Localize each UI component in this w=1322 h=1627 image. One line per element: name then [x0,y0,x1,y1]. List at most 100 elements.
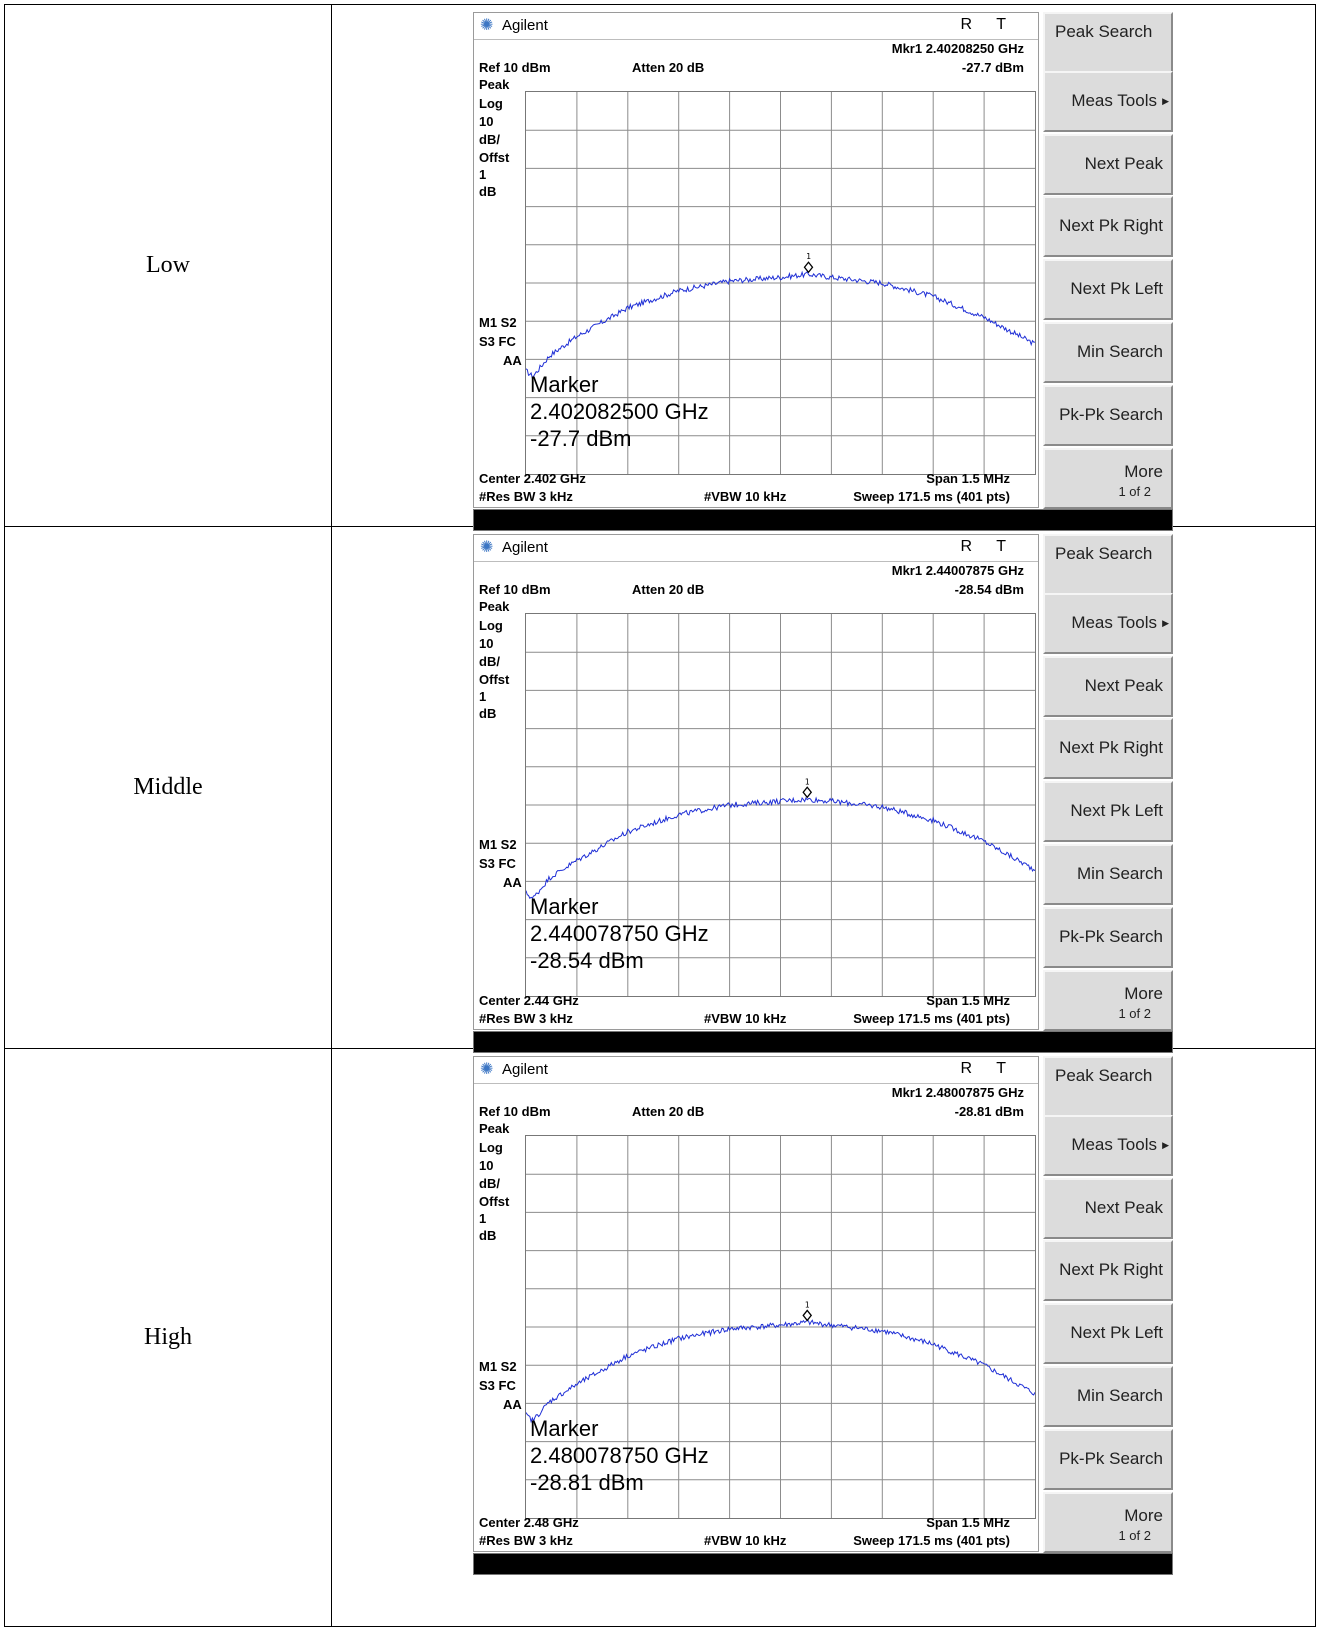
softkey-next-peak[interactable]: Next Peak [1043,1178,1173,1239]
softkey-label: Pk-Pk Search [1059,405,1163,424]
softkey-label: Meas Tools [1071,613,1157,632]
trace-status-line: S3 FC [479,856,516,871]
scale-line: 1 [479,167,487,182]
trace-status-line: S3 FC [479,334,516,349]
agilent-logo-icon: ✺ [480,539,494,556]
softkey-peak-search[interactable]: Peak Search [1043,534,1173,595]
softkey-meas-tools[interactable]: Meas Tools ▶ [1043,71,1173,132]
marker-level: -28.81 dBm [530,1470,644,1495]
spectrum-trace [526,796,1035,899]
brand-name: Agilent [502,1061,548,1078]
ref-level: Ref 10 dBm [479,1104,551,1119]
softkey-peak-search[interactable]: Peak Search [1043,1056,1173,1117]
analyzer-screen: ✺ Agilent R T Mkr1 2.40208250 GHz -27.7 … [473,12,1039,508]
agilent-logo-icon: ✺ [480,1061,494,1078]
scale-settings: Peak Log 10 dB/ Offst 1 dB [479,597,509,722]
resolution-bandwidth: #Res BW 3 kHz [479,1011,573,1026]
softkey-label: Next Pk Right [1059,738,1163,757]
attenuation: Atten 20 dB [632,60,705,75]
softkey-label: Next Peak [1084,154,1163,173]
softkey-min-search[interactable]: Min Search [1043,1366,1173,1427]
softkey-label: Next Pk Left [1070,1323,1163,1342]
softkey-label: Pk-Pk Search [1059,1449,1163,1468]
softkey-pk-pk-search[interactable]: Pk-Pk Search [1043,907,1173,968]
softkey-next-peak[interactable]: Next Peak [1043,134,1173,195]
submenu-arrow-icon: ▶ [1162,618,1169,629]
trace-status-line: M1 S2 [479,837,517,852]
title-bar: ✺ Agilent R T [474,13,1038,40]
softkey-label: Min Search [1077,1386,1163,1405]
message-bar [473,1553,1173,1575]
softkey-page-indicator: 1 of 2 [1118,1006,1151,1021]
analyzer-screen: ✺ Agilent R T Mkr1 2.48007875 GHz -28.81… [473,1056,1039,1552]
softkey-label: Min Search [1077,864,1163,883]
softkey-next-pk-left[interactable]: Next Pk Left [1043,1303,1173,1364]
resolution-bandwidth: #Res BW 3 kHz [479,1533,573,1548]
span: Span 1.5 MHz [926,993,1010,1008]
results-table: Low ✺ Agilent R T Mkr1 2.40208250 GHz -2… [4,4,1316,1627]
trace-status-line: AA [503,1397,522,1412]
softkey-label: Next Pk Right [1059,1260,1163,1279]
softkey-next-peak[interactable]: Next Peak [1043,656,1173,717]
marker-annotation: Marker 2.480078750 GHz -28.81 dBm [530,1415,709,1496]
spectrum-analyzer-screenshot: ✺ Agilent R T Mkr1 2.48007875 GHz -28.81… [473,1056,1173,1575]
analyzer-cell: ✺ Agilent R T Mkr1 2.40208250 GHz -27.7 … [331,4,1316,531]
span: Span 1.5 MHz [926,471,1010,486]
spectrum-plot: 1 [525,91,1036,475]
scale-line: dB [479,184,497,199]
softkey-next-pk-right[interactable]: Next Pk Right [1043,718,1173,779]
trace-status-line: AA [503,875,522,890]
scale-settings: Peak Log 10 dB/ Offst 1 dB [479,75,509,200]
status-indicator: R T [960,1060,1016,1077]
softkey-next-pk-left[interactable]: Next Pk Left [1043,259,1173,320]
softkey-pk-pk-search[interactable]: Pk-Pk Search [1043,385,1173,446]
softkey-next-pk-right[interactable]: Next Pk Right [1043,196,1173,257]
sweep-time: Sweep 171.5 ms (401 pts) [853,489,1010,504]
scale-line: 1 [479,1211,487,1226]
softkey-peak-search[interactable]: Peak Search [1043,12,1173,73]
scale-line: Log [479,618,503,633]
softkey-more[interactable]: More 1 of 2 [1043,970,1173,1031]
marker-number: 1 [805,1300,810,1309]
marker-readout-level: -28.54 dBm [954,582,1024,597]
softkey-min-search[interactable]: Min Search [1043,844,1173,905]
marker-title: Marker [530,1416,599,1441]
plot-svg: 1 [526,614,1035,996]
marker-number: 1 [805,777,810,786]
trace-status-line: M1 S2 [479,1359,517,1374]
softkey-next-pk-left[interactable]: Next Pk Left [1043,781,1173,842]
scale-line: Peak [479,77,510,92]
softkey-page-indicator: 1 of 2 [1118,484,1151,499]
softkey-label: More [1124,984,1163,1003]
softkey-more[interactable]: More 1 of 2 [1043,1492,1173,1553]
ref-level: Ref 10 dBm [479,582,551,597]
softkey-panel: Peak Search Meas Tools ▶ Next Peak Next Pk R… [1041,12,1173,509]
softkey-label: Peak Search [1055,22,1153,41]
spectrum-plot: 1 [525,1135,1036,1519]
softkey-label: More [1124,1506,1163,1525]
scale-line: 1 [479,689,487,704]
sweep-time: Sweep 171.5 ms (401 pts) [853,1011,1010,1026]
softkey-min-search[interactable]: Min Search [1043,322,1173,383]
softkey-pk-pk-search[interactable]: Pk-Pk Search [1043,1429,1173,1490]
marker-frequency: 2.402082500 GHz [530,399,709,424]
softkey-next-pk-right[interactable]: Next Pk Right [1043,1240,1173,1301]
spectrum-analyzer-screenshot: ✺ Agilent R T Mkr1 2.40208250 GHz -27.7 … [473,12,1173,531]
softkey-more[interactable]: More 1 of 2 [1043,448,1173,509]
scale-line: 10 [479,114,494,129]
softkey-meas-tools[interactable]: Meas Tools ▶ [1043,593,1173,654]
softkey-label: More [1124,462,1163,481]
attenuation: Atten 20 dB [632,582,705,597]
row-low: Low ✺ Agilent R T Mkr1 2.40208250 GHz -2… [4,4,1316,531]
marker-annotation: Marker 2.402082500 GHz -27.7 dBm [530,371,709,452]
softkey-meas-tools[interactable]: Meas Tools ▶ [1043,1115,1173,1176]
submenu-arrow-icon: ▶ [1162,96,1169,107]
softkey-panel: Peak Search Meas Tools ▶ Next Peak Next Pk R… [1041,1056,1173,1553]
trace-status-line: M1 S2 [479,315,517,330]
softkey-label: Next Peak [1084,676,1163,695]
video-bandwidth: #VBW 10 kHz [704,489,787,504]
plot-svg: 1 [526,1136,1035,1518]
softkey-label: Peak Search [1055,1066,1153,1085]
scale-line: Peak [479,599,510,614]
row-high: High ✺ Agilent R T Mkr1 2.48007875 GHz -… [4,1048,1316,1627]
